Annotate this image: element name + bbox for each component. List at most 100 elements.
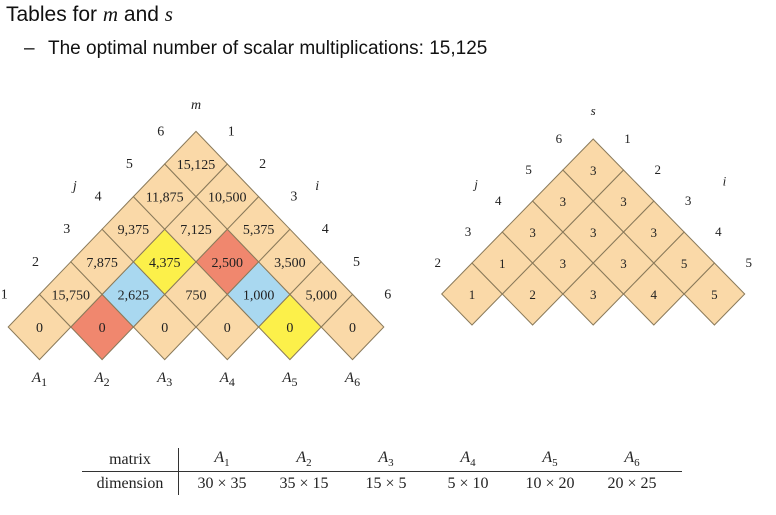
s-cell-value: 3	[651, 225, 658, 240]
m-cell-value: 3,500	[274, 256, 306, 271]
matrix-label: A2	[94, 370, 110, 389]
dimension-cell-2: 35 × 15	[279, 474, 329, 492]
tables-diagram: 0 0 0 0 0 0 15,750 2,625 750 1,000 5,000 7,875 4,375…	[1, 98, 752, 389]
s-j-axis-label: 3	[465, 224, 472, 239]
matrix-row-header: matrix	[109, 450, 151, 468]
s-j-label: j	[472, 177, 478, 192]
m-cell-value: 0	[349, 321, 356, 336]
m-i-axis-label: 4	[322, 222, 329, 237]
dimension-row: dimension 30 × 35 35 × 15 15 × 5 5 × 10 …	[82, 471, 682, 495]
title-m-symbol: m	[102, 2, 119, 26]
m-cell-value: 2,500	[212, 256, 244, 271]
s-i-axis-label: 1	[624, 131, 631, 146]
dimension-cell-5: 10 × 20	[525, 474, 575, 492]
matrix-label: A6	[344, 370, 360, 389]
s-cell-value: 1	[469, 287, 476, 302]
matrix-label: A3	[156, 370, 172, 389]
m-cell-value: 7,875	[86, 256, 118, 271]
m-i-axis-label: 6	[384, 287, 391, 302]
table-divider	[178, 472, 179, 495]
matrix-label: A1	[31, 370, 47, 389]
matrix-name: A1	[214, 449, 230, 470]
m-cell-value: 0	[286, 321, 293, 336]
s-cell	[562, 138, 625, 202]
matrix-cell-2: A2	[263, 449, 345, 469]
m-j-axis-label: 5	[126, 157, 133, 172]
subtitle: – The optimal number of scalar multiplica…	[24, 38, 487, 60]
s-cell-value: 5	[711, 287, 718, 302]
m-j-label: j	[71, 179, 77, 194]
m-j-axis-label: 1	[1, 287, 8, 302]
m-cell-value: 0	[99, 321, 106, 336]
m-cell-value: 0	[36, 321, 43, 336]
s-cell-value: 2	[529, 287, 536, 302]
m-j-axis-label: 3	[63, 222, 70, 237]
matrix-name: A5	[542, 449, 558, 470]
m-cell-value: 9,375	[118, 223, 150, 238]
m-cell-value: 0	[161, 321, 168, 336]
s-i-axis-label: 5	[745, 255, 752, 270]
matrix-name: A4	[460, 449, 476, 470]
m-cell-value: 4,375	[149, 256, 181, 271]
m-j-axis-label: 2	[32, 255, 39, 270]
dimension-row-header: dimension	[96, 474, 164, 492]
s-cell-value: 3	[560, 256, 567, 271]
matrix-name: A2	[296, 449, 312, 470]
m-cell-value: 0	[224, 321, 231, 336]
m-cell-value: 1,000	[243, 288, 275, 303]
s-j-axis-label: 2	[434, 255, 441, 270]
m-cell-value: 2,625	[118, 288, 150, 303]
dimension-table: matrix A1 A2 A3 A4 A5 A6 dimension 30 × …	[82, 448, 682, 495]
m-i-axis-label: 3	[290, 190, 297, 205]
matrix-cell-5: A5	[509, 449, 591, 469]
dimension-cell-4: 5 × 10	[447, 474, 489, 492]
s-i-axis-label: 3	[685, 193, 692, 208]
s-j-axis-label: 4	[495, 193, 502, 208]
m-j-axis-label: 4	[95, 190, 102, 205]
dimension-cell-6: 20 × 25	[607, 474, 657, 492]
m-cell-value: 7,125	[180, 223, 212, 238]
s-cell-value: 5	[681, 256, 688, 271]
m-i-axis-label: 2	[259, 157, 266, 172]
matrix-name: A3	[378, 449, 394, 470]
s-cell-value: 3	[529, 225, 536, 240]
table-divider	[178, 448, 179, 471]
s-cell-value: 3	[590, 225, 597, 240]
m-i-label: i	[315, 179, 319, 194]
m-j-axis-label: 6	[157, 124, 164, 139]
page-title: Tables for m and s	[6, 2, 173, 27]
s-cell-value: 3	[560, 194, 567, 209]
m-i-axis-label: 1	[228, 124, 235, 139]
s-cell-value: 3	[590, 163, 597, 178]
bullet-dash: –	[24, 38, 35, 59]
title-prefix: Tables for	[6, 3, 103, 26]
s-j-axis-label: 5	[525, 162, 532, 177]
m-cell-value: 15,750	[52, 288, 91, 303]
s-cell-value: 4	[651, 287, 658, 302]
m-cell-value: 11,875	[146, 191, 184, 206]
matrix-cell-4: A4	[427, 449, 509, 469]
m-i-axis-label: 5	[353, 255, 360, 270]
m-cell-value: 5,000	[305, 288, 337, 303]
s-j-axis-label: 6	[556, 131, 563, 146]
matrix-cell-3: A3	[345, 449, 427, 469]
dimension-cell-3: 15 × 5	[365, 474, 407, 492]
dimension-cell-1: 30 × 35	[197, 474, 247, 492]
m-cell	[164, 130, 228, 198]
matrix-name: A6	[624, 449, 640, 470]
matrix-row: matrix A1 A2 A3 A4 A5 A6	[82, 448, 682, 471]
matrix-cell-1: A1	[181, 449, 263, 469]
matrix-label: A5	[281, 370, 297, 389]
m-cell-value: 10,500	[208, 191, 247, 206]
subtitle-text: The optimal number of scalar multiplicat…	[48, 38, 488, 59]
title-and: and	[118, 3, 165, 26]
m-cell-value: 5,375	[243, 223, 275, 238]
s-table-label: s	[591, 103, 596, 118]
matrix-cell-6: A6	[591, 449, 673, 469]
s-cell-value: 3	[590, 287, 597, 302]
s-cell-value: 3	[620, 256, 627, 271]
s-i-label: i	[723, 174, 727, 189]
m-cell-value: 15,125	[177, 158, 216, 173]
s-cell-value: 1	[499, 256, 506, 271]
m-cell-value: 750	[186, 288, 207, 303]
